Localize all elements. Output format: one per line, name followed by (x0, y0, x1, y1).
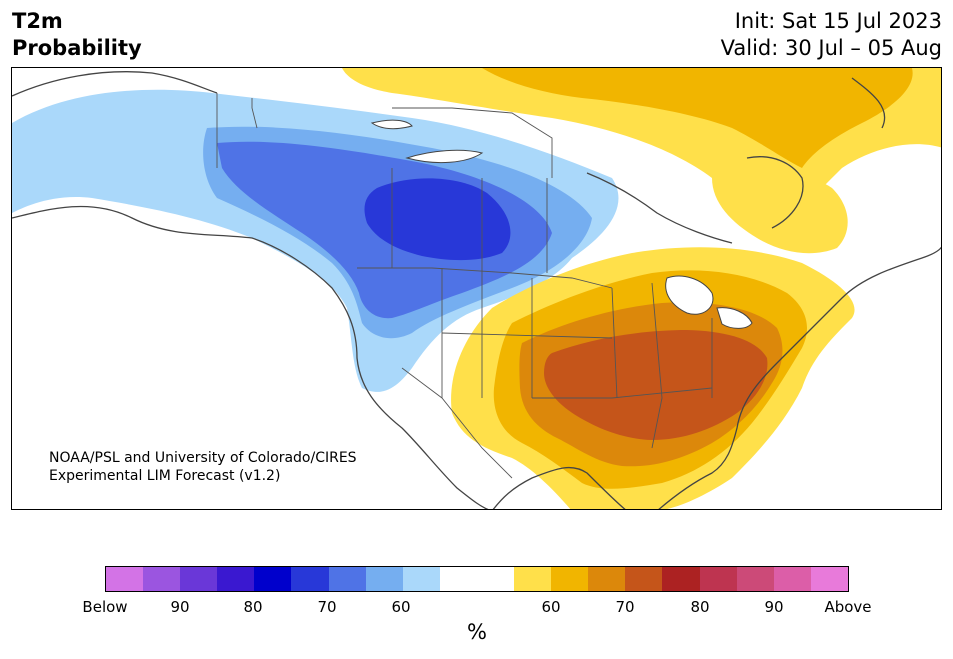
colorbar-swatch (699, 567, 737, 591)
colorbar-swatch (143, 567, 181, 591)
credit-line-2: Experimental LIM Forecast (v1.2) (49, 468, 281, 484)
colorbar-swatch (439, 567, 477, 591)
colorbar-swatch (514, 567, 552, 591)
above-65-north (482, 68, 913, 168)
colorbar-swatch (106, 567, 144, 591)
colorbar-swatch (476, 567, 515, 591)
colorbar-swatch (402, 567, 440, 591)
credit-line-1: NOAA/PSL and University of Colorado/CIRE… (49, 450, 357, 466)
title-line-1: T2m (12, 9, 63, 33)
colorbar-tick-label: 60 (391, 598, 411, 616)
colorbar-swatch (625, 567, 663, 591)
probability-map (12, 68, 941, 509)
colorbar-tick-label: 70 (615, 598, 635, 616)
colorbar-unit: % (467, 620, 487, 644)
colorbar-swatch (217, 567, 255, 591)
colorbar-swatch (254, 567, 292, 591)
colorbar-tick-label: 60 (541, 598, 561, 616)
above-60-labrador (712, 169, 848, 254)
colorbar-swatch (773, 567, 811, 591)
coastlines (12, 71, 941, 509)
colorbar-tick-label: Below (82, 598, 128, 616)
colorbar-swatch (810, 567, 848, 591)
colorbar-swatch (736, 567, 774, 591)
colorbar-swatch (588, 567, 626, 591)
credit-text: NOAA/PSL and University of Colorado/CIRE… (49, 449, 357, 485)
map-panel (11, 67, 942, 510)
colorbar (105, 566, 849, 592)
init-date: Init: Sat 15 Jul 2023 (734, 9, 942, 33)
colorbar-ticks: Below 90 80 70 60 60 70 80 90 Above (0, 598, 953, 618)
colorbar-tick-label: 80 (690, 598, 710, 616)
forecast-dates: Init: Sat 15 Jul 2023 Valid: 30 Jul – 05… (721, 8, 942, 62)
political-boundaries (216, 93, 713, 479)
title-line-2: Probability (12, 36, 142, 60)
colorbar-swatch (365, 567, 403, 591)
colorbar-swatch (291, 567, 329, 591)
colorbar-tick-label: Above (824, 598, 872, 616)
colorbar-swatch (662, 567, 700, 591)
lakes (370, 119, 753, 329)
colorbar-tick-label: 70 (317, 598, 337, 616)
colorbar-tick-label: 80 (243, 598, 263, 616)
valid-date: Valid: 30 Jul – 05 Aug (720, 36, 942, 60)
map-title: T2m Probability (12, 8, 142, 62)
colorbar-tick-label: 90 (170, 598, 190, 616)
colorbar-swatch (551, 567, 589, 591)
colorbar-swatch (328, 567, 366, 591)
below-70-region (364, 178, 511, 261)
colorbar-tick-label: 90 (764, 598, 784, 616)
colorbar-swatch (180, 567, 218, 591)
